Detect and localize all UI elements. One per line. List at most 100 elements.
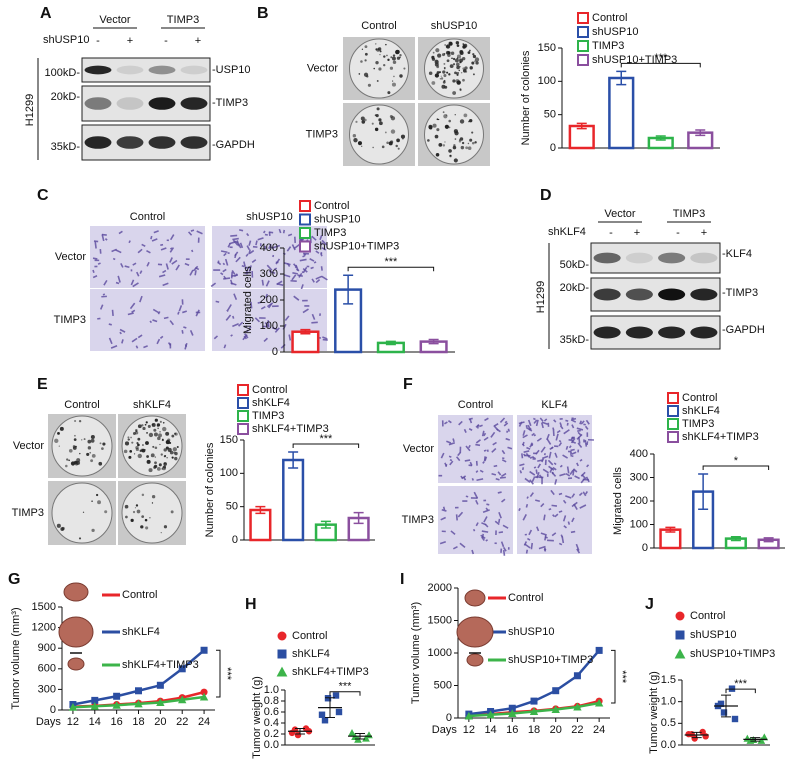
cell [119, 328, 126, 333]
colony [454, 138, 457, 140]
significance-label: *** [319, 433, 333, 445]
colony [174, 451, 178, 456]
group-label: TIMP3 [167, 14, 199, 26]
column-label: shUSP10 [431, 20, 477, 32]
legend-swatch [299, 240, 311, 253]
colony [392, 54, 396, 57]
cell [570, 448, 575, 452]
marker [530, 697, 538, 705]
colony [152, 445, 155, 448]
cell [558, 439, 562, 443]
cell [531, 432, 535, 437]
colony [378, 67, 382, 71]
y-tick-label: 0 [642, 542, 648, 554]
panel-letter: A [40, 5, 52, 22]
cell [533, 419, 538, 424]
cell [543, 514, 546, 521]
legend-label: shKLF4 [682, 405, 720, 417]
colony [135, 504, 139, 507]
cell [157, 311, 161, 315]
colony [454, 131, 459, 136]
cell [582, 491, 587, 497]
cell [471, 549, 475, 555]
cell [153, 230, 159, 234]
cell [492, 441, 497, 446]
image [517, 415, 595, 485]
cell [137, 334, 143, 339]
legend-label: shKLF4+TIMP3 [122, 659, 199, 671]
colony [475, 61, 479, 65]
colony [393, 75, 395, 78]
cell [94, 241, 97, 249]
cell [246, 245, 250, 251]
y-tick-label: 150 [538, 42, 556, 54]
colony [403, 67, 406, 70]
cell [475, 443, 481, 447]
colony [471, 131, 474, 134]
cell [471, 477, 475, 481]
cell [548, 451, 552, 459]
legend-label: shUSP10+TIMP3 [690, 648, 775, 660]
column-label: Control [64, 399, 99, 411]
cell [315, 275, 323, 280]
cell [522, 453, 526, 457]
y-tick-label: 900 [38, 642, 56, 654]
cell [232, 323, 239, 328]
cell [571, 493, 576, 498]
cell [319, 235, 323, 241]
colony [166, 440, 171, 444]
colony [133, 453, 136, 455]
cell [522, 434, 528, 439]
error-bar [763, 537, 774, 543]
sign: - [676, 227, 680, 239]
error-bar [355, 732, 365, 740]
y-tick-label: 1500 [428, 614, 452, 626]
cell [501, 449, 506, 455]
colony [360, 60, 363, 63]
cell [448, 455, 452, 458]
y-axis-label: Tumor weight (g) [648, 671, 660, 754]
x-tick-label: 18 [528, 724, 540, 736]
marker [324, 695, 332, 702]
colony [462, 43, 465, 45]
legend-label: shUSP10 [690, 629, 736, 641]
colony [154, 461, 157, 465]
colony [455, 79, 460, 83]
colony [158, 433, 162, 438]
blot-band [180, 65, 208, 75]
cell [571, 501, 578, 508]
plate [424, 104, 484, 165]
colony [459, 50, 464, 54]
marker [134, 699, 143, 708]
legend-swatch [577, 40, 589, 52]
y-tick-label: 1500 [32, 601, 56, 613]
error-bar [300, 328, 311, 335]
colony [129, 450, 133, 453]
marker [675, 611, 685, 621]
y-tick-label: 100 [220, 467, 238, 479]
band-label: -GAPDH [212, 139, 255, 151]
colony [124, 441, 130, 446]
colony [395, 49, 400, 55]
legend-label: shKLF4+TIMP3 [682, 431, 759, 443]
colony [91, 528, 95, 533]
colony [459, 119, 465, 124]
tumor-image [466, 653, 484, 667]
marker [508, 709, 517, 717]
sign: + [195, 35, 201, 47]
marker [464, 711, 474, 720]
row-label: Vector [403, 443, 435, 455]
colony [144, 518, 148, 522]
cell [549, 467, 553, 473]
cell [139, 295, 143, 303]
cell [570, 530, 576, 534]
cell [320, 266, 323, 271]
colony [461, 56, 466, 61]
legend-label: Control [690, 610, 725, 622]
error-bar [750, 737, 761, 742]
cell [320, 253, 323, 257]
cell [146, 261, 150, 267]
cell [526, 496, 529, 499]
colony [148, 468, 153, 473]
legend-swatch [299, 227, 311, 239]
